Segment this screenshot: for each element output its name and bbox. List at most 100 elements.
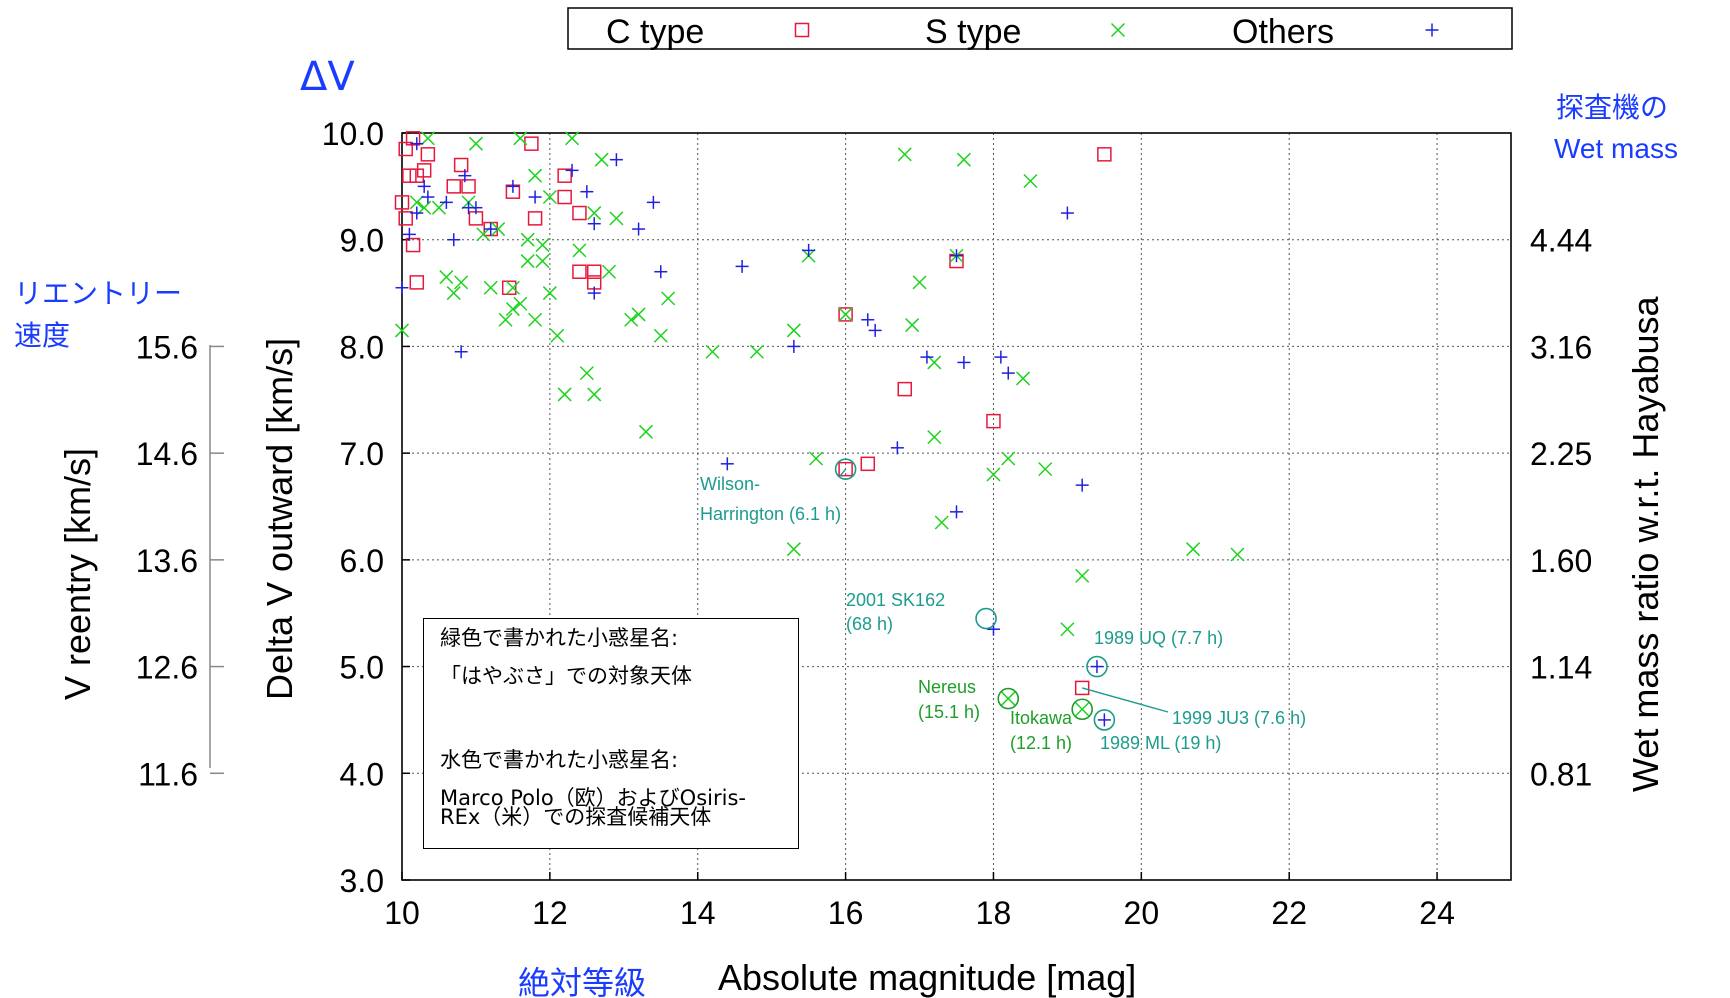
marker-stroke — [535, 254, 550, 269]
wetmass-axis-label: Wet mass ratio w.r.t. Hayabusa — [1625, 295, 1666, 792]
point-c-type — [586, 264, 602, 279]
point-others — [787, 339, 801, 353]
marker-stroke — [476, 227, 491, 242]
point-s-type — [476, 227, 491, 242]
marker-stroke — [431, 200, 446, 215]
point-s-type — [468, 136, 483, 151]
annotation-label: Itokawa — [1010, 708, 1073, 728]
point-s-type — [513, 131, 528, 146]
marker-stroke — [1016, 371, 1031, 386]
point-others — [580, 185, 594, 199]
point-s-type — [535, 238, 550, 253]
point-others — [1097, 713, 1111, 727]
point-c-type — [897, 381, 912, 397]
marker-stroke — [468, 136, 483, 151]
marker-stroke — [505, 280, 520, 295]
point-others — [1001, 366, 1015, 380]
y-tick-label: 9.0 — [340, 223, 384, 259]
marker-stroke — [420, 131, 435, 146]
marker-stroke — [808, 451, 824, 466]
point-s-type — [565, 131, 580, 146]
point-c-type — [405, 131, 421, 146]
point-others — [654, 265, 668, 279]
wetmass-axis-label-ja-1: 探査機の — [1556, 91, 1668, 124]
note-line-3: 水色で書かれた小惑星名: — [440, 748, 679, 772]
point-s-type — [897, 147, 912, 162]
marker-stroke — [454, 275, 469, 290]
wetmass-axis-label-ja-2: Wet mass — [1554, 133, 1678, 164]
marker-stroke — [520, 232, 535, 247]
point-s-type — [624, 312, 639, 327]
annotation-label: Wilson- — [700, 474, 760, 494]
point-s-type — [535, 254, 550, 269]
point-s-type — [505, 302, 520, 317]
marker-stroke — [520, 254, 535, 269]
point-s-type — [638, 424, 654, 439]
point-s-type — [912, 275, 927, 290]
marker-stroke — [1038, 462, 1053, 477]
annotation-ring — [834, 458, 857, 480]
legend-label-others: Others — [1232, 13, 1334, 51]
note-line-4: Marco Polo（欧）およびOsiris- — [440, 786, 746, 810]
annotations: Wilson- Harrington (6.1 h) 2001 SK162 (68 h… — [700, 458, 1306, 753]
annotation-label: 1989 UQ (7.7 h) — [1094, 628, 1223, 648]
point-others — [439, 195, 453, 209]
point-others — [646, 195, 660, 209]
point-others — [410, 137, 424, 151]
annotation-label: (12.1 h) — [1010, 733, 1072, 753]
point-s-type — [498, 312, 513, 327]
reentry-tick-label: 13.6 — [136, 543, 198, 579]
point-s-type — [905, 318, 920, 333]
point-s-type — [934, 515, 949, 530]
point-s-type — [1075, 702, 1090, 717]
marker-stroke — [786, 323, 801, 338]
marker-stroke — [1001, 451, 1016, 466]
marker-stroke — [1075, 702, 1090, 717]
point-c-type — [838, 307, 853, 322]
annotation-ring — [1086, 655, 1108, 678]
marker-stroke — [483, 280, 498, 295]
point-s-type — [1230, 547, 1245, 562]
point-c-type — [557, 189, 572, 205]
point-c-type — [405, 237, 421, 253]
point-s-type — [749, 344, 764, 359]
point-others — [802, 243, 816, 257]
marker-stroke — [601, 264, 617, 279]
marker-stroke — [572, 243, 587, 258]
point-s-type — [609, 211, 624, 226]
point-s-type — [786, 542, 801, 557]
point-c-type — [860, 456, 876, 472]
point-s-type — [557, 387, 572, 402]
annotation-label: Nereus — [918, 677, 976, 697]
annotation-ring — [997, 687, 1020, 710]
point-s-type — [528, 312, 543, 327]
y-axis-label-ja: ΔV — [300, 54, 355, 100]
wetmass-tick-label: 2.25 — [1530, 436, 1592, 472]
x-tick-label: 20 — [1124, 895, 1160, 931]
note-box: 緑色で書かれた小惑星名: 「はやぶさ」での対象天体 水色で書かれた小惑星名: M… — [423, 618, 799, 849]
data-points — [394, 131, 1245, 727]
point-c-type — [420, 147, 436, 162]
marker-stroke — [535, 238, 550, 253]
point-s-type — [927, 430, 942, 445]
point-s-type — [1038, 462, 1053, 477]
point-c-type — [416, 163, 432, 178]
reentry-tick-label: 12.6 — [136, 650, 198, 686]
marker-stroke — [565, 131, 580, 146]
point-c-type — [453, 157, 469, 173]
marker-stroke — [934, 515, 949, 530]
point-s-type — [631, 307, 646, 322]
point-others — [861, 313, 875, 327]
point-others — [994, 350, 1008, 364]
y-tick-label: 10.0 — [322, 116, 384, 152]
x-tick-label: 12 — [532, 895, 568, 931]
point-s-type — [587, 387, 602, 402]
point-s-type — [483, 280, 498, 295]
point-s-type — [927, 355, 942, 370]
point-s-type — [409, 195, 424, 210]
marker-stroke — [897, 147, 912, 162]
marker-stroke — [594, 152, 609, 167]
legend-label-c-type: C type — [606, 13, 704, 51]
marker-stroke — [557, 387, 572, 402]
